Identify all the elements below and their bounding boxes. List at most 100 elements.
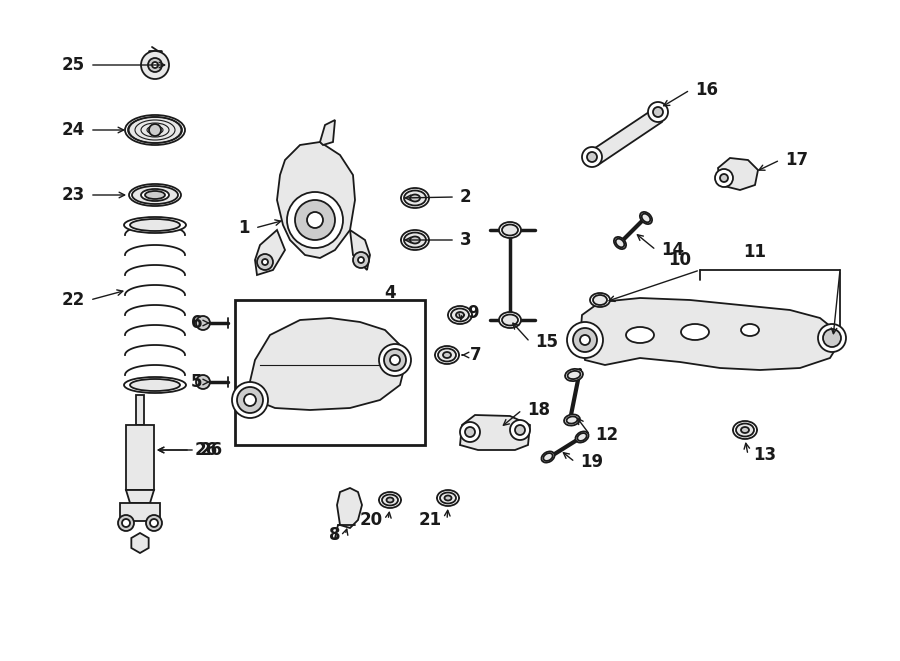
Text: 14: 14 bbox=[661, 241, 684, 259]
Polygon shape bbox=[277, 142, 355, 258]
Ellipse shape bbox=[741, 427, 749, 433]
Polygon shape bbox=[337, 488, 362, 528]
Ellipse shape bbox=[544, 453, 553, 461]
Ellipse shape bbox=[128, 117, 182, 143]
Ellipse shape bbox=[566, 416, 578, 424]
Text: 6: 6 bbox=[191, 314, 202, 332]
Polygon shape bbox=[245, 318, 405, 415]
Circle shape bbox=[196, 375, 210, 389]
Text: 23: 23 bbox=[62, 186, 85, 204]
Circle shape bbox=[237, 387, 263, 413]
Ellipse shape bbox=[145, 191, 165, 199]
Bar bbox=[136, 395, 144, 425]
Polygon shape bbox=[255, 230, 285, 275]
Circle shape bbox=[653, 107, 663, 117]
Text: 19: 19 bbox=[580, 453, 603, 471]
Ellipse shape bbox=[410, 237, 420, 243]
Ellipse shape bbox=[542, 451, 554, 463]
Ellipse shape bbox=[626, 327, 654, 343]
Text: 4: 4 bbox=[384, 284, 396, 302]
Ellipse shape bbox=[435, 346, 459, 364]
Ellipse shape bbox=[642, 214, 651, 222]
Text: 26: 26 bbox=[195, 441, 218, 459]
Ellipse shape bbox=[502, 225, 518, 235]
Ellipse shape bbox=[440, 492, 456, 504]
Polygon shape bbox=[718, 158, 758, 190]
Circle shape bbox=[384, 349, 406, 371]
Ellipse shape bbox=[502, 315, 518, 325]
Polygon shape bbox=[580, 298, 838, 370]
Ellipse shape bbox=[499, 222, 521, 238]
Ellipse shape bbox=[593, 295, 607, 305]
Ellipse shape bbox=[681, 324, 709, 340]
Text: 16: 16 bbox=[695, 81, 718, 99]
Ellipse shape bbox=[499, 312, 521, 328]
Circle shape bbox=[582, 147, 602, 167]
Polygon shape bbox=[350, 230, 370, 270]
Ellipse shape bbox=[382, 494, 398, 506]
Ellipse shape bbox=[401, 188, 429, 208]
Ellipse shape bbox=[404, 190, 426, 206]
Text: 20: 20 bbox=[360, 511, 383, 529]
Ellipse shape bbox=[456, 312, 464, 318]
Text: 7: 7 bbox=[470, 346, 482, 364]
Bar bbox=[126, 425, 154, 490]
Text: 15: 15 bbox=[535, 333, 558, 351]
Circle shape bbox=[257, 254, 273, 270]
Ellipse shape bbox=[125, 115, 185, 145]
Ellipse shape bbox=[733, 421, 757, 439]
Circle shape bbox=[818, 324, 846, 352]
Circle shape bbox=[295, 200, 335, 240]
Polygon shape bbox=[320, 120, 335, 145]
Text: 1: 1 bbox=[238, 219, 250, 237]
Polygon shape bbox=[460, 415, 530, 450]
Text: 11: 11 bbox=[743, 243, 767, 261]
Ellipse shape bbox=[448, 306, 472, 324]
Ellipse shape bbox=[141, 189, 169, 201]
Text: 22: 22 bbox=[62, 291, 85, 309]
Ellipse shape bbox=[443, 352, 451, 358]
Ellipse shape bbox=[451, 309, 469, 321]
Bar bbox=[120, 503, 160, 521]
Ellipse shape bbox=[404, 233, 426, 247]
Ellipse shape bbox=[379, 492, 401, 508]
Ellipse shape bbox=[130, 219, 180, 231]
Polygon shape bbox=[131, 533, 149, 553]
Text: 10: 10 bbox=[669, 251, 691, 269]
Circle shape bbox=[580, 335, 590, 345]
Circle shape bbox=[118, 515, 134, 531]
Circle shape bbox=[390, 355, 400, 365]
Circle shape bbox=[141, 51, 169, 79]
Text: 25: 25 bbox=[62, 56, 85, 74]
Circle shape bbox=[149, 124, 161, 136]
Ellipse shape bbox=[438, 348, 456, 362]
Text: 26: 26 bbox=[200, 441, 223, 459]
Text: 2: 2 bbox=[460, 188, 472, 206]
Circle shape bbox=[287, 192, 343, 248]
Circle shape bbox=[573, 328, 597, 352]
Text: 9: 9 bbox=[467, 304, 479, 322]
Circle shape bbox=[150, 519, 158, 527]
Circle shape bbox=[465, 427, 475, 437]
Circle shape bbox=[823, 329, 841, 347]
Text: 21: 21 bbox=[418, 511, 442, 529]
Ellipse shape bbox=[124, 377, 186, 393]
Circle shape bbox=[720, 174, 728, 182]
Ellipse shape bbox=[577, 433, 587, 441]
Circle shape bbox=[152, 62, 158, 68]
Circle shape bbox=[146, 515, 162, 531]
Text: 13: 13 bbox=[753, 446, 776, 464]
Text: 17: 17 bbox=[785, 151, 808, 169]
Circle shape bbox=[232, 382, 268, 418]
Ellipse shape bbox=[437, 490, 459, 506]
Ellipse shape bbox=[130, 379, 180, 391]
Circle shape bbox=[196, 316, 210, 330]
Circle shape bbox=[587, 152, 597, 162]
Ellipse shape bbox=[616, 239, 625, 247]
Text: 24: 24 bbox=[62, 121, 85, 139]
Ellipse shape bbox=[129, 184, 181, 206]
Ellipse shape bbox=[736, 424, 754, 436]
Ellipse shape bbox=[568, 371, 580, 379]
Ellipse shape bbox=[386, 498, 393, 502]
Ellipse shape bbox=[565, 369, 583, 381]
